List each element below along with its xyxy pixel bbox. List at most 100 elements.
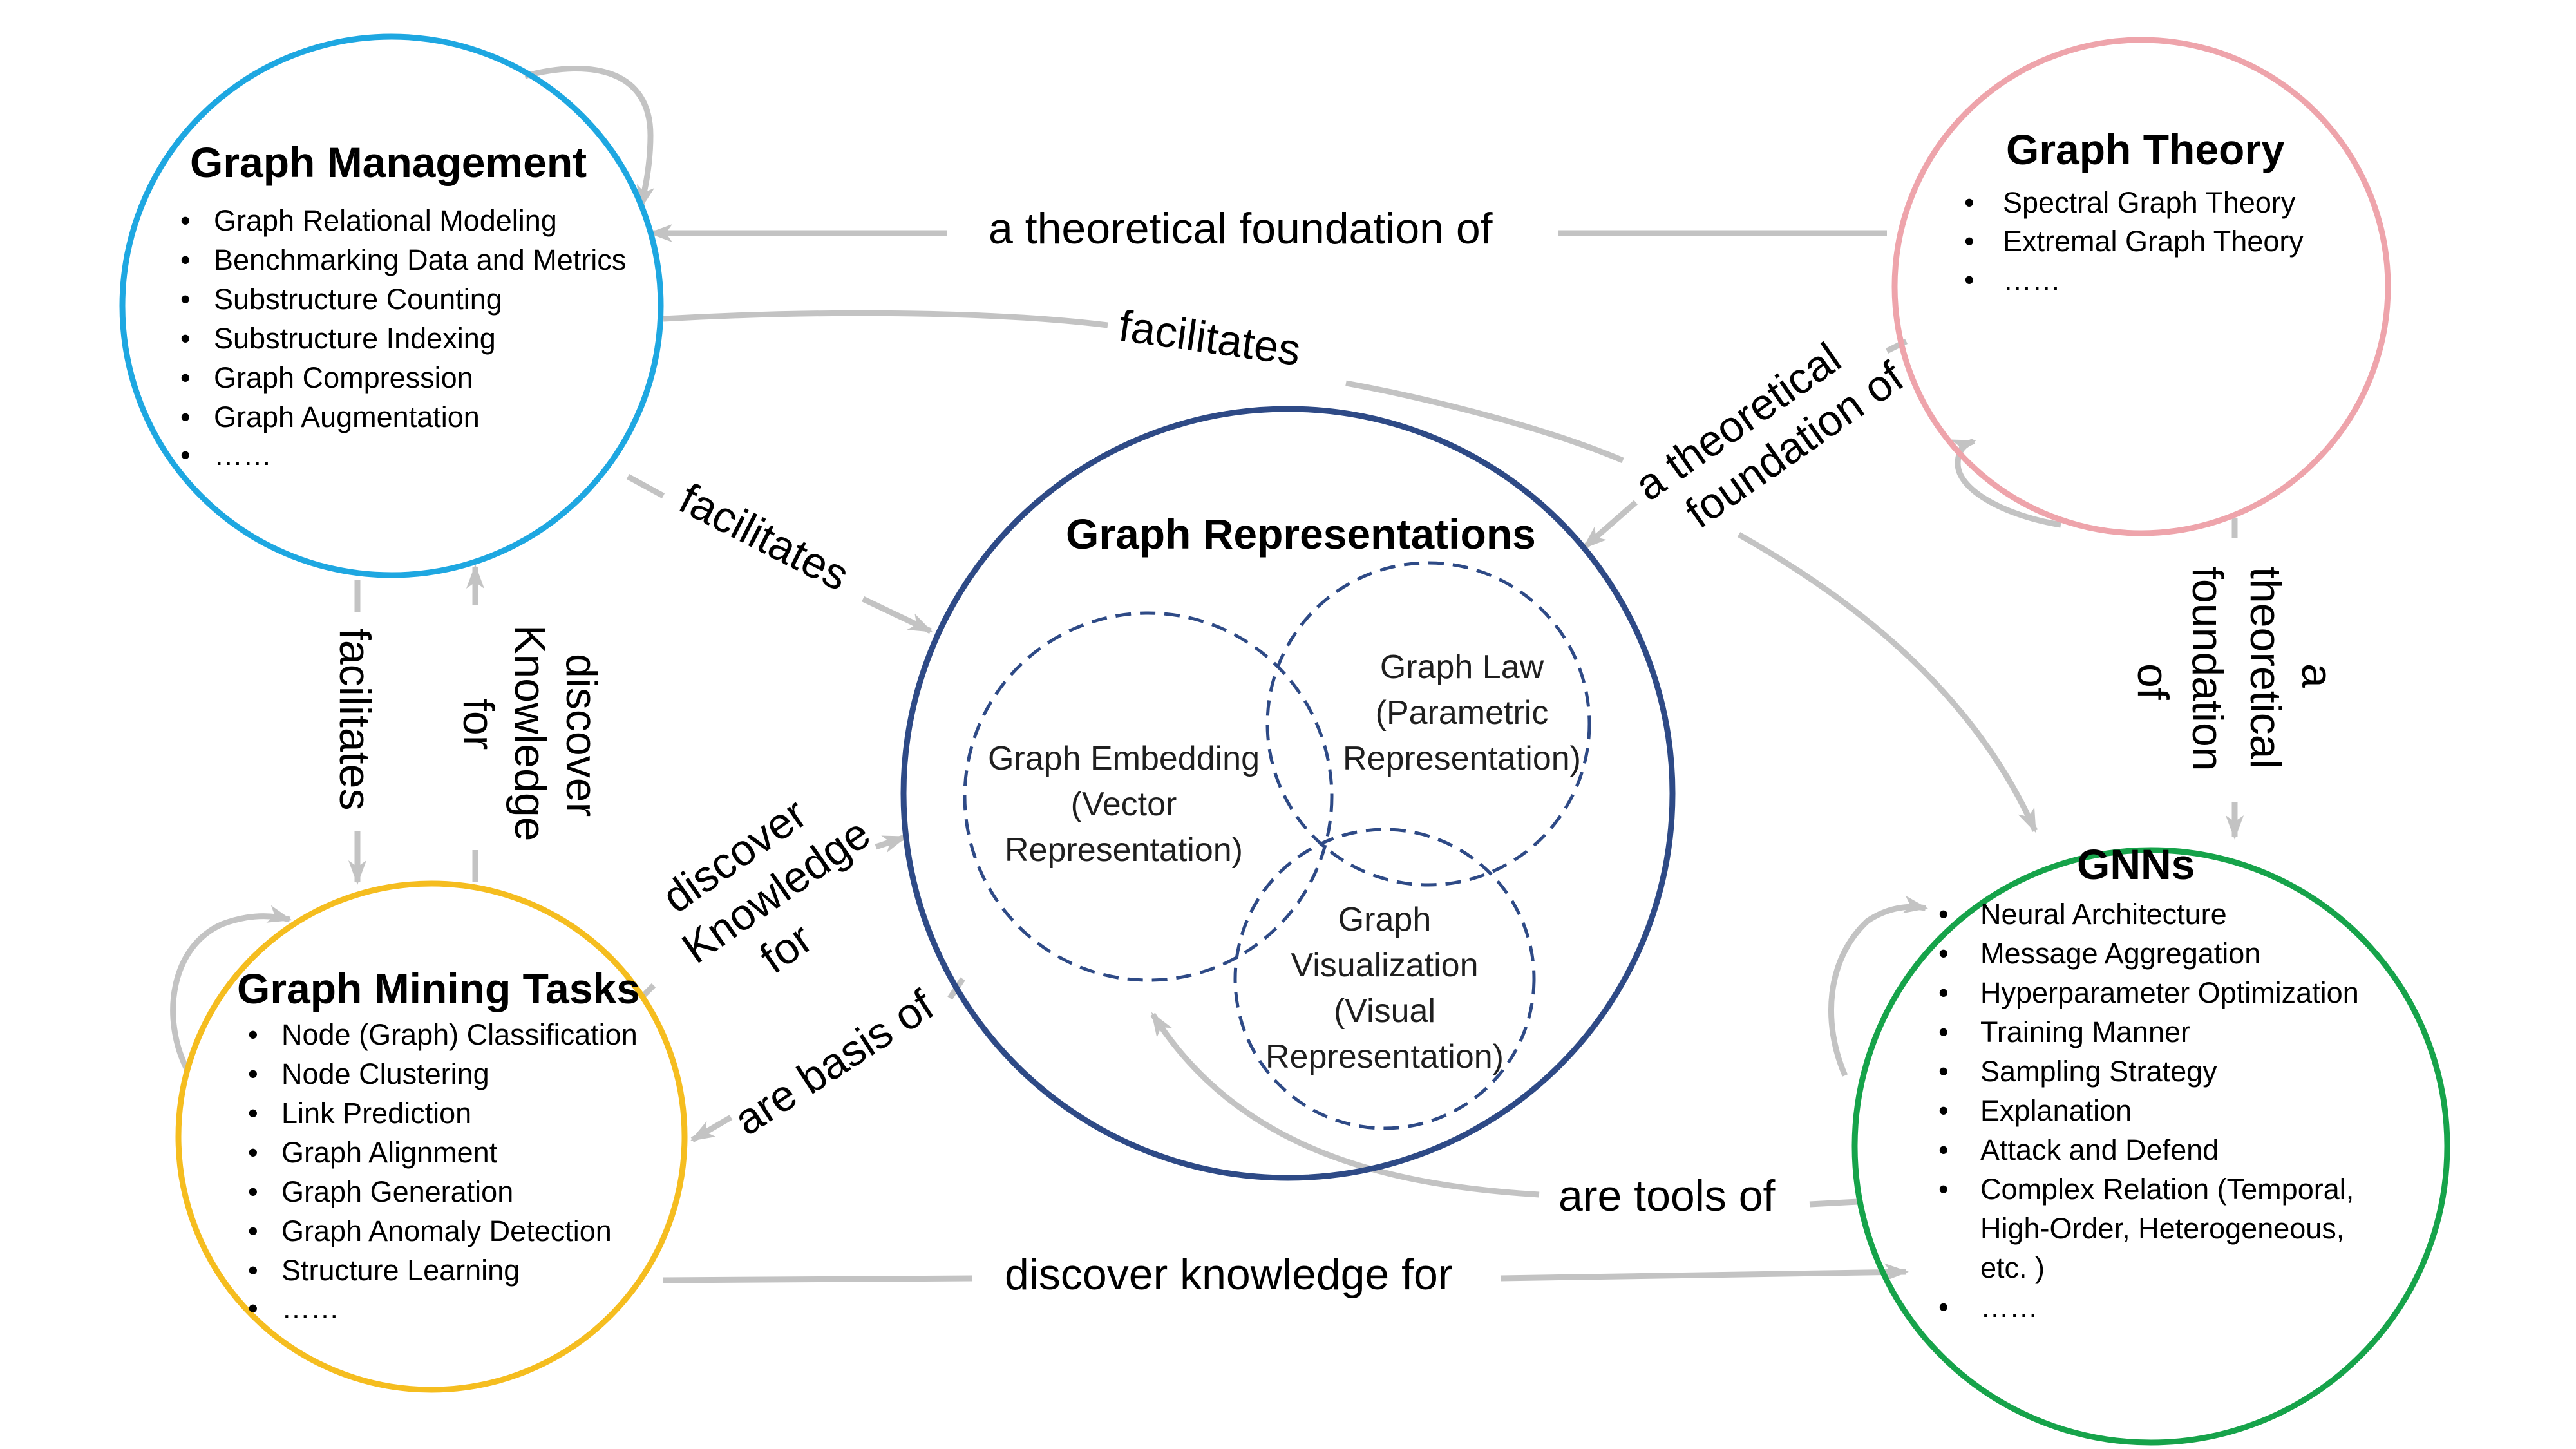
list-bullet: • (1938, 937, 1949, 970)
list-item: Message Aggregation (1980, 937, 2260, 970)
list-bullet: • (1938, 1291, 1949, 1323)
list-bullet: • (1938, 898, 1949, 931)
list-item: Substructure Indexing (214, 322, 496, 355)
graph-representations-circle (900, 406, 1676, 1181)
edge-label-theory-representations: a theoretical foundation of (1626, 334, 1912, 538)
edge-label-theory-gnns-line-4: of (2128, 663, 2177, 700)
graph-visualization-line-4: Representation) (1265, 1038, 1504, 1075)
list-bullet: • (180, 361, 191, 394)
list-bullet: • (1964, 263, 1975, 296)
list-bullet: • (248, 1136, 258, 1169)
list-item: Graph Relational Modeling (214, 204, 557, 237)
selfloop-theory (1950, 438, 2061, 528)
edge-management-gnns-curve-c (1737, 532, 2038, 833)
list-bullet: • (1938, 976, 1949, 1009)
list-item: Node (Graph) Classification (281, 1018, 638, 1051)
graph-mining-tasks-circle (175, 880, 688, 1393)
edge-label-theory-management: a theoretical foundation of (989, 204, 1493, 253)
edge-management-gnns-curve-a (663, 310, 1108, 328)
edge-label-mining-management-line-1: discover (557, 654, 606, 817)
edge-label-representations-basis-mining: are basis of (726, 980, 942, 1144)
list-item: Substructure Counting (214, 283, 502, 316)
graph-embedding-line-1: Graph Embedding (988, 740, 1260, 777)
list-item: …… (281, 1292, 339, 1325)
edge-label-mining-management-line-2: Knowledge (506, 625, 554, 841)
graph-visualization-line-3: (Visual (1334, 992, 1435, 1030)
gnns-title: GNNs (2077, 840, 2195, 888)
list-bullet: • (1964, 186, 1975, 219)
list-bullet: • (180, 439, 191, 471)
edge-gnns-representations-b (1150, 1012, 1540, 1198)
edge-label-management-facilitates-mining: facilitates (330, 628, 379, 810)
gnns-circle (1852, 847, 2450, 1446)
list-item: …… (214, 439, 272, 471)
edge-label-mining-discover-gnns: discover knowledge for (1005, 1250, 1452, 1299)
list-item: Spectral Graph Theory (2003, 186, 2296, 219)
selfloop-management (524, 65, 655, 210)
edge-label-mining-discovers-management: discover Knowledge for (454, 625, 606, 841)
list-bullet: • (248, 1057, 258, 1090)
edge-theory-representations-b (1582, 500, 1638, 550)
graph-embedding-line-2: (Vector (1071, 786, 1177, 823)
edge-label-theory-gnns-line-1: a (2293, 663, 2342, 688)
graph-visualization-circle (1233, 828, 1536, 1130)
edge-label-gnns-tools-representations: are tools of (1558, 1171, 1776, 1220)
list-bullet: • (248, 1215, 258, 1247)
edge-label-theory-gnns: a theoretical foundation of (2128, 567, 2342, 772)
list-item: Training Manner (1980, 1016, 2190, 1048)
edge-mining-gnns-a (663, 1275, 973, 1283)
list-item: Graph Anomaly Detection (281, 1215, 612, 1247)
list-bullet: • (1938, 1094, 1949, 1127)
list-item: …… (2003, 263, 2061, 296)
edge-mining-gnns-b (1500, 1263, 1909, 1282)
edge-label-mining-discovers-representations: discover Knowledge for (654, 789, 879, 983)
list-bullet: • (1938, 1016, 1949, 1048)
graph-representations-title: Graph Representations (1066, 510, 1536, 558)
edge-label-theory-gnns-line-3: foundation (2183, 567, 2232, 772)
graph-visualization-line-1: Graph (1338, 901, 1432, 938)
list-item: Link Prediction (281, 1097, 471, 1130)
edge-gnns-representations-a (1809, 1198, 1859, 1208)
list-bullet: • (1938, 1173, 1949, 1206)
graph-theory-circle (1891, 37, 2391, 536)
list-bullet: • (248, 1175, 258, 1208)
edge-mining-representations-a (641, 983, 656, 998)
list-item: Graph Generation (281, 1175, 513, 1208)
list-bullet: • (1938, 1133, 1949, 1166)
list-item: Graph Augmentation (214, 401, 480, 433)
list-bullet: • (180, 204, 191, 237)
graph-management-list: • Graph Relational Modeling • Benchmarki… (180, 204, 626, 471)
edge-label-management-facilitates-gnns: facilitates (1116, 301, 1303, 375)
list-item: Benchmarking Data and Metrics (214, 243, 626, 276)
edge-representations-mining-b (690, 1115, 733, 1142)
selfloop-mining (170, 905, 292, 1071)
list-item: Extremal Graph Theory (2003, 225, 2304, 258)
list-item: Sampling Strategy (1980, 1055, 2217, 1088)
list-item: Hyperparameter Optimization (1980, 976, 2359, 1009)
list-bullet: • (248, 1097, 258, 1130)
list-bullet: • (1964, 225, 1975, 258)
graph-law-circle (1265, 561, 1591, 887)
graph-visualization-line-2: Visualization (1291, 947, 1478, 984)
list-bullet: • (180, 283, 191, 316)
edge-label-management-facilitates-representations: facilitates (672, 474, 857, 600)
list-item: Explanation (1980, 1094, 2132, 1127)
graph-management-circle (119, 33, 664, 578)
list-item: Neural Architecture (1980, 898, 2227, 931)
list-item: Complex Relation (Temporal, (1980, 1173, 2354, 1206)
graph-theory-title: Graph Theory (2006, 126, 2285, 173)
edge-management-gnns-curve-b (1345, 380, 1624, 464)
edge-label-mining-management-line-3: for (454, 699, 503, 750)
list-bullet: • (1938, 1055, 1949, 1088)
list-bullet: • (248, 1254, 258, 1287)
gnns-list: • Neural Architecture • Message Aggregat… (1938, 898, 2359, 1323)
list-item: Graph Alignment (281, 1136, 498, 1169)
graph-law-label: Graph Law (Parametric Representation) (1343, 649, 1581, 777)
list-bullet: • (180, 401, 191, 433)
list-item: Graph Compression (214, 361, 473, 394)
list-bullet: • (248, 1292, 258, 1325)
selfloop-gnns (1828, 895, 1928, 1077)
list-bullet: • (180, 322, 191, 355)
list-bullet: • (248, 1018, 258, 1051)
edge-management-representations-b (862, 596, 933, 634)
